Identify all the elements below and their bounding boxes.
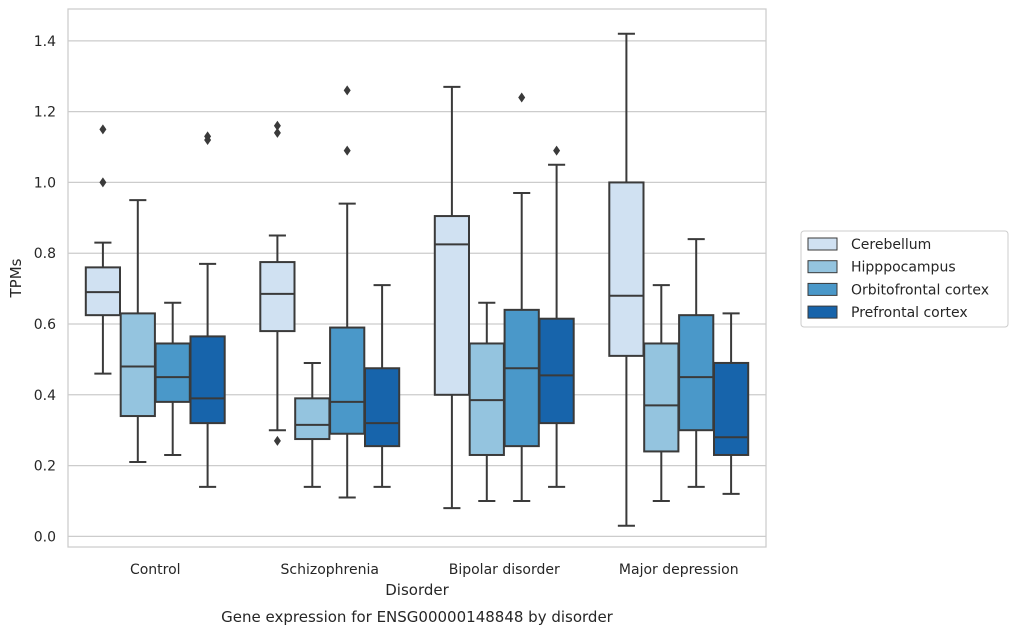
iqr-box [189, 335, 226, 425]
iqr-box [712, 361, 750, 456]
legend-label: Orbitofrontal cortex [851, 282, 989, 298]
x-tick-labels: Control Schizophrenia Bipolar disorder Majo… [130, 562, 739, 578]
iqr-box [643, 342, 680, 453]
iqr-box [678, 314, 715, 432]
box-hipppocampus-1 [294, 361, 331, 488]
legend-label: Hipppocampus [851, 260, 956, 276]
iqr-box [433, 215, 471, 396]
box-cerebellum-2 [433, 85, 471, 510]
plot-area-frame [67, 8, 767, 548]
iqr-box [294, 397, 331, 441]
iqr-box [329, 326, 366, 435]
y-tick-label: 0.0 [34, 529, 56, 545]
x-tick-label: Control [130, 562, 181, 578]
iqr-box [503, 308, 540, 448]
x-tick-label: Bipolar disorder [449, 562, 560, 578]
box-prefrontal-cortex-3 [712, 312, 750, 495]
iqr-box [363, 367, 401, 448]
box-hipppocampus-3 [643, 284, 680, 502]
legend-label: Prefrontal cortex [851, 305, 968, 321]
outlier-point [518, 92, 526, 103]
legend: Cerebellum Hipppocampus Orbitofrontal cort… [800, 230, 1009, 328]
legend-frame [800, 230, 1009, 328]
outlier-point [553, 145, 561, 156]
x-tick-label: Schizophrenia [281, 562, 379, 578]
y-tick-label: 0.6 [34, 317, 56, 333]
box-series-group [84, 32, 750, 527]
box-prefrontal-cortex-0 [189, 131, 226, 488]
x-axis-label: Disorder [385, 581, 449, 599]
iqr-box [538, 317, 575, 425]
legend-swatch [807, 282, 838, 296]
x-tick-label: Major depression [619, 562, 739, 578]
outlier-point [343, 145, 351, 156]
iqr-box [608, 181, 645, 357]
box-cerebellum-1 [259, 120, 296, 446]
outlier-point [273, 120, 281, 131]
legend-swatch [807, 237, 838, 251]
legend-swatch [807, 260, 838, 274]
iqr-box [259, 261, 296, 333]
outlier-point [273, 127, 281, 138]
outlier-point [273, 435, 281, 446]
y-tick-labels: 0.0 0.2 0.4 0.6 0.8 1.0 1.2 1.4 [34, 34, 56, 546]
iqr-box [119, 312, 156, 418]
box-prefrontal-cortex-1 [363, 284, 401, 488]
y-tick-label: 0.8 [34, 246, 56, 262]
box-hipppocampus-2 [468, 301, 505, 502]
outlier-point [99, 177, 107, 188]
outlier-point [99, 124, 107, 135]
box-cerebellum-3 [608, 32, 645, 527]
y-tick-label: 0.4 [34, 388, 56, 404]
y-tick-label: 1.4 [34, 34, 56, 50]
outlier-point [204, 131, 212, 142]
y-tick-label: 1.0 [34, 175, 56, 191]
outlier-point [343, 85, 351, 96]
y-tick-label: 0.2 [34, 459, 56, 475]
y-axis-label: TPMs [7, 258, 25, 298]
y-tick-label: 1.2 [34, 105, 56, 121]
iqr-box [154, 342, 191, 403]
chart-caption: Gene expression for ENSG00000148848 by d… [221, 608, 614, 626]
box-orbitofrontal-cortex-0 [154, 301, 191, 456]
box-cerebellum-0 [84, 124, 122, 375]
box-prefrontal-cortex-2 [538, 145, 575, 488]
legend-label: Cerebellum [851, 237, 931, 253]
legend-swatch [807, 305, 838, 319]
